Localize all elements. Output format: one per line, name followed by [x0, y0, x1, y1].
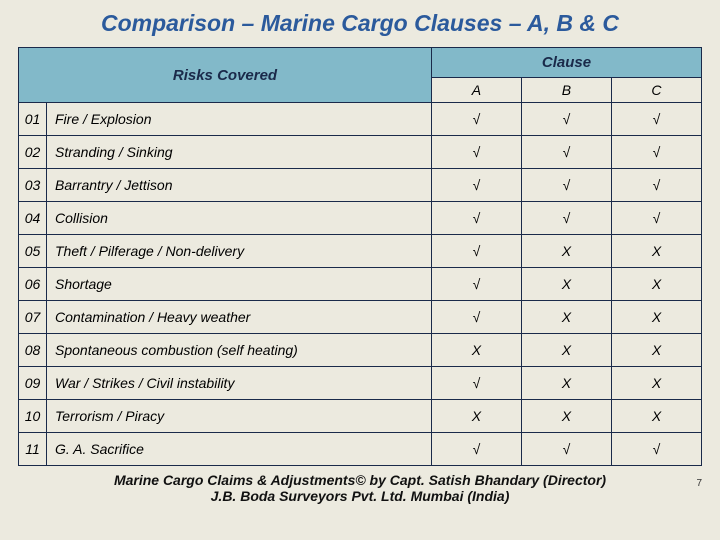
clause-c-mark: X: [611, 301, 701, 334]
footer-line2: J.B. Boda Surveyors Pvt. Ltd. Mumbai (In…: [211, 488, 510, 504]
table-row: 07Contamination / Heavy weather√XX: [19, 301, 702, 334]
row-number: 10: [19, 400, 47, 433]
table-row: 01Fire / Explosion√√√: [19, 103, 702, 136]
clause-b-mark: X: [521, 268, 611, 301]
clause-b-mark: X: [521, 367, 611, 400]
risk-label: Barrantry / Jettison: [47, 169, 432, 202]
risk-label: Contamination / Heavy weather: [47, 301, 432, 334]
header-b: B: [521, 78, 611, 103]
clause-b-mark: √: [521, 433, 611, 466]
risk-label: War / Strikes / Civil instability: [47, 367, 432, 400]
clause-c-mark: X: [611, 367, 701, 400]
row-number: 11: [19, 433, 47, 466]
clause-c-mark: X: [611, 235, 701, 268]
clause-a-mark: √: [431, 433, 521, 466]
row-number: 03: [19, 169, 47, 202]
table-row: 06Shortage√XX: [19, 268, 702, 301]
page-title: Comparison – Marine Cargo Clauses – A, B…: [18, 10, 702, 37]
clause-c-mark: √: [611, 103, 701, 136]
risk-label: Theft / Pilferage / Non-delivery: [47, 235, 432, 268]
risk-label: Spontaneous combustion (self heating): [47, 334, 432, 367]
clause-c-mark: √: [611, 202, 701, 235]
clause-c-mark: X: [611, 268, 701, 301]
clause-b-mark: √: [521, 136, 611, 169]
header-risks: Risks Covered: [19, 48, 432, 103]
clause-b-mark: √: [521, 169, 611, 202]
clause-a-mark: √: [431, 367, 521, 400]
clause-a-mark: X: [431, 400, 521, 433]
table-row: 05Theft / Pilferage / Non-delivery√XX: [19, 235, 702, 268]
row-number: 01: [19, 103, 47, 136]
header-c: C: [611, 78, 701, 103]
table-body: 01Fire / Explosion√√√02Stranding / Sinki…: [19, 103, 702, 466]
row-number: 04: [19, 202, 47, 235]
clause-a-mark: X: [431, 334, 521, 367]
row-number: 02: [19, 136, 47, 169]
clause-c-mark: √: [611, 433, 701, 466]
table-row: 11G. A. Sacrifice√√√: [19, 433, 702, 466]
row-number: 05: [19, 235, 47, 268]
clause-b-mark: X: [521, 334, 611, 367]
clause-c-mark: X: [611, 334, 701, 367]
risk-label: Fire / Explosion: [47, 103, 432, 136]
table-row: 09War / Strikes / Civil instability√XX: [19, 367, 702, 400]
table-row: 03Barrantry / Jettison√√√: [19, 169, 702, 202]
clause-c-mark: √: [611, 136, 701, 169]
footer: Marine Cargo Claims & Adjustments© by Ca…: [18, 472, 702, 504]
clause-b-mark: √: [521, 103, 611, 136]
row-number: 07: [19, 301, 47, 334]
clause-a-mark: √: [431, 136, 521, 169]
table-row: 04Collision√√√: [19, 202, 702, 235]
header-clause: Clause: [431, 48, 701, 78]
clause-a-mark: √: [431, 235, 521, 268]
row-number: 08: [19, 334, 47, 367]
table-header: Risks Covered Clause A B C: [19, 48, 702, 103]
clause-a-mark: √: [431, 268, 521, 301]
clause-a-mark: √: [431, 301, 521, 334]
row-number: 09: [19, 367, 47, 400]
clause-b-mark: X: [521, 235, 611, 268]
footer-line1: Marine Cargo Claims & Adjustments© by Ca…: [114, 472, 606, 488]
comparison-table: Risks Covered Clause A B C 01Fire / Expl…: [18, 47, 702, 466]
clause-b-mark: X: [521, 301, 611, 334]
clause-a-mark: √: [431, 202, 521, 235]
clause-b-mark: X: [521, 400, 611, 433]
table-row: 02Stranding / Sinking√√√: [19, 136, 702, 169]
clause-a-mark: √: [431, 103, 521, 136]
clause-c-mark: √: [611, 169, 701, 202]
risk-label: Shortage: [47, 268, 432, 301]
row-number: 06: [19, 268, 47, 301]
clause-a-mark: √: [431, 169, 521, 202]
table-row: 08Spontaneous combustion (self heating)X…: [19, 334, 702, 367]
header-a: A: [431, 78, 521, 103]
risk-label: Stranding / Sinking: [47, 136, 432, 169]
clause-c-mark: X: [611, 400, 701, 433]
risk-label: Collision: [47, 202, 432, 235]
risk-label: Terrorism / Piracy: [47, 400, 432, 433]
table-row: 10Terrorism / PiracyXXX: [19, 400, 702, 433]
page-number: 7: [696, 478, 702, 489]
risk-label: G. A. Sacrifice: [47, 433, 432, 466]
clause-b-mark: √: [521, 202, 611, 235]
